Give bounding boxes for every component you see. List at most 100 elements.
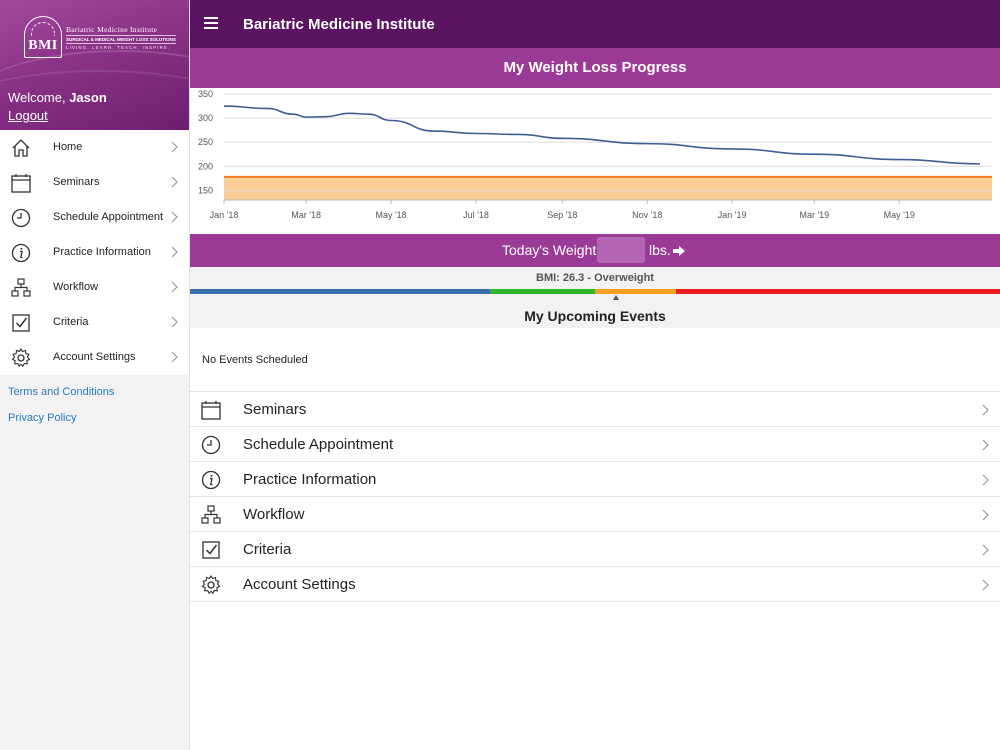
- checkbox-icon: [12, 314, 30, 332]
- weight-chart-svg: 350 300 250 200 150 Jan '18 Mar '18 May '18 Jul …: [198, 89, 992, 220]
- weight-series-line: [223, 105, 981, 165]
- weight-input[interactable]: [597, 237, 645, 263]
- bmi-marker-row: [190, 294, 1000, 304]
- sidebar-item-workflow[interactable]: Workflow: [0, 270, 189, 305]
- events-title: My Upcoming Events: [190, 304, 1000, 328]
- hamburger-menu-icon[interactable]: [204, 17, 218, 29]
- calendar-icon: [201, 401, 221, 420]
- chevron-right-icon: [171, 176, 178, 188]
- y-tick-label: 150: [198, 185, 213, 195]
- gear-icon: [11, 347, 31, 368]
- chevron-right-icon: [171, 141, 178, 153]
- terms-link[interactable]: Terms and Conditions: [8, 386, 115, 398]
- bmi-segment-3: [675, 289, 1000, 294]
- workflow-icon: [11, 278, 31, 297]
- clock-icon: [201, 435, 221, 455]
- workflow-icon: [201, 505, 221, 524]
- logo-letters: BMI: [28, 38, 58, 53]
- sidebar-item-label: Seminars: [53, 176, 100, 188]
- menu-item-label: Workflow: [243, 506, 305, 523]
- menu-item-schedule-appointment[interactable]: Schedule Appointment: [190, 427, 1000, 462]
- x-tick-label: Mar '18: [291, 210, 321, 220]
- sidebar-item-account-settings[interactable]: Account Settings: [0, 340, 189, 375]
- x-tick-label: May '19: [884, 210, 915, 220]
- app-title: Bariatric Medicine Institute: [243, 16, 435, 33]
- bmi-segment-2: [594, 289, 676, 294]
- info-icon: [11, 243, 31, 263]
- y-tick-label: 250: [198, 137, 213, 147]
- sidebar-item-label: Practice Information: [53, 246, 151, 258]
- no-events-text: No Events Scheduled: [202, 354, 308, 366]
- welcome-text: Welcome, Jason: [8, 90, 107, 105]
- sidebar-item-seminars[interactable]: Seminars: [0, 165, 189, 200]
- weight-unit: lbs.: [649, 242, 671, 258]
- menu-item-criteria[interactable]: Criteria: [190, 532, 1000, 567]
- sidebar-item-label: Schedule Appointment: [53, 211, 164, 223]
- gear-icon: [201, 574, 221, 595]
- chevron-right-icon: [982, 579, 989, 591]
- bmi-scale: [190, 289, 1000, 294]
- top-bar: Bariatric Medicine Institute: [190, 0, 1000, 48]
- menu-item-label: Practice Information: [243, 471, 377, 488]
- weight-chart: 350 300 250 200 150 Jan '18 Mar '18 May '18 Jul …: [190, 88, 1000, 234]
- chevron-right-icon: [982, 439, 989, 451]
- logo-line2: SURGICAL & MEDICAL WEIGHT LOSS SOLUTIONS: [66, 34, 176, 44]
- menu-item-account-settings[interactable]: Account Settings: [190, 567, 1000, 602]
- chevron-right-icon: [171, 246, 178, 258]
- sidebar-item-practice-information[interactable]: Practice Information: [0, 235, 189, 270]
- sidebar-item-label: Criteria: [53, 316, 89, 328]
- user-name: Jason: [69, 90, 107, 105]
- clock-icon: [11, 208, 31, 228]
- sidebar-nav: Home Seminars Schedule Appointment Pract…: [0, 130, 189, 375]
- x-tick-label: May '18: [375, 210, 406, 220]
- bmi-segment-1: [489, 289, 595, 294]
- y-tick-label: 200: [198, 161, 213, 171]
- x-tick-label: Nov '18: [632, 210, 662, 220]
- menu-item-seminars[interactable]: Seminars: [190, 392, 1000, 427]
- chevron-right-icon: [171, 351, 178, 363]
- menu-item-label: Account Settings: [243, 576, 356, 593]
- x-tick-label: Jul '18: [463, 210, 489, 220]
- bmi-logo: BMI Bariatric Medicine Institute SURGICA…: [24, 16, 176, 58]
- x-tick-label: Sep '18: [547, 210, 577, 220]
- main-menu-list: Seminars Schedule Appointment Practice I…: [190, 391, 1000, 602]
- bmi-text: BMI: 26.3 - Overweight: [190, 267, 1000, 289]
- arrow-right-icon[interactable]: [672, 244, 686, 258]
- todays-weight-bar: Today's Weight: lbs.: [190, 234, 1000, 267]
- y-tick-label: 300: [198, 113, 213, 123]
- home-icon: [12, 139, 30, 157]
- sidebar-header: BMI Bariatric Medicine Institute SURGICA…: [0, 0, 189, 130]
- goal-band: [224, 176, 992, 200]
- chevron-right-icon: [171, 316, 178, 328]
- logo-line1: Bariatric Medicine Institute: [66, 24, 158, 34]
- chevron-right-icon: [171, 281, 178, 293]
- menu-item-label: Schedule Appointment: [243, 436, 394, 453]
- checkbox-icon: [202, 541, 220, 559]
- sidebar: BMI Bariatric Medicine Institute SURGICA…: [0, 0, 190, 750]
- privacy-link[interactable]: Privacy Policy: [8, 412, 77, 424]
- logout-link[interactable]: Logout: [8, 108, 48, 123]
- logo-line3: LIVING. LEARN. TEACH. INSPIRE.: [66, 44, 171, 50]
- x-tick-label: Mar '19: [799, 210, 829, 220]
- menu-item-practice-information[interactable]: Practice Information: [190, 462, 1000, 497]
- sidebar-item-label: Workflow: [53, 281, 99, 293]
- y-tick-label: 350: [198, 89, 213, 99]
- sidebar-item-schedule-appointment[interactable]: Schedule Appointment: [0, 200, 189, 235]
- sidebar-links: Terms and Conditions Privacy Policy: [0, 375, 189, 435]
- chevron-right-icon: [982, 474, 989, 486]
- x-tick-label: Jan '19: [718, 210, 747, 220]
- bmi-marker: [613, 295, 619, 300]
- menu-item-workflow[interactable]: Workflow: [190, 497, 1000, 532]
- calendar-icon: [11, 174, 31, 193]
- progress-title: My Weight Loss Progress: [190, 48, 1000, 88]
- bmi-segment-0: [190, 289, 490, 294]
- sidebar-item-criteria[interactable]: Criteria: [0, 305, 189, 340]
- x-tick-label: Jan '18: [210, 210, 239, 220]
- sidebar-item-home[interactable]: Home: [0, 130, 189, 165]
- info-icon: [201, 470, 221, 490]
- logo-mark: BMI: [24, 16, 62, 58]
- menu-item-label: Seminars: [243, 401, 307, 418]
- chevron-right-icon: [982, 544, 989, 556]
- sidebar-item-label: Home: [53, 141, 83, 153]
- chevron-right-icon: [171, 211, 178, 223]
